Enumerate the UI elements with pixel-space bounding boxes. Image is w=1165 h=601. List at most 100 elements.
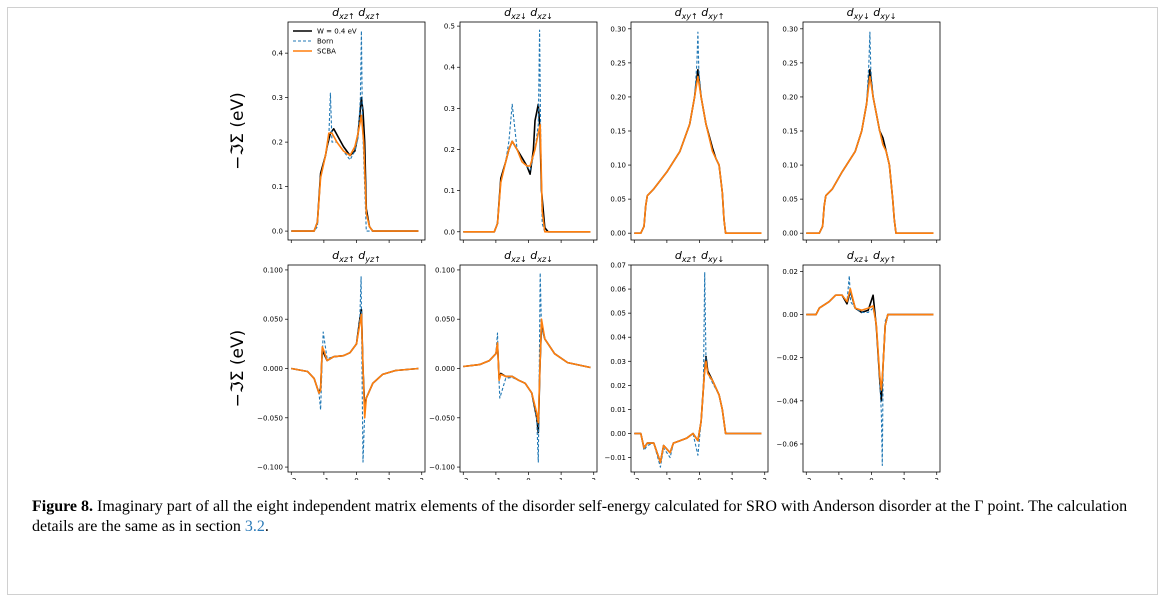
- x-tick-label: 1: [730, 477, 734, 480]
- y-tick-label: 0.04: [610, 334, 626, 342]
- y-tick-label: 0.03: [610, 358, 626, 366]
- x-tick-label: 2: [592, 477, 596, 480]
- panel-title: dxy↑ dxy↑: [675, 6, 725, 21]
- x-tick-label: 2: [763, 477, 767, 480]
- y-tick-label: 0.02: [610, 382, 626, 390]
- series-group: [634, 271, 762, 468]
- y-tick-label: −0.050: [257, 414, 283, 422]
- panel-2: 0.0 0.1 0.2 0.3 0.4 0.5 dxz↓ dxz↓: [444, 6, 598, 243]
- y-tick-label: 0.15: [610, 128, 626, 136]
- series-line: [463, 318, 591, 424]
- y-tick-label: −0.100: [429, 464, 455, 472]
- panel-6: −0.100 −0.050 0.000 0.050 0.100 −2 −1 0 1 2 dxz↓ d…: [429, 249, 598, 480]
- series-line: [291, 114, 419, 232]
- x-tick-label: 1: [902, 477, 906, 480]
- y-tick-label: −0.04: [777, 397, 799, 405]
- y-tick-label: 0.06: [610, 286, 626, 294]
- x-tick-label: −2: [801, 477, 811, 480]
- panel-7: −0.01 0.00 0.01 0.02 0.03 0.04 0.05 0.06 0.07 −2 −…: [605, 249, 769, 480]
- x-tick-label: −1: [834, 477, 844, 480]
- panel-4: 0.00 0.05 0.10 0.15 0.20 0.25 0.30 dxy↓ dxy↓: [782, 6, 941, 243]
- series-group: [806, 31, 934, 234]
- y-tick-label: 0.050: [435, 316, 455, 324]
- y-tick-label: 0.0: [444, 228, 455, 236]
- series-line: [806, 68, 934, 234]
- y-tick-label: 0.3: [444, 105, 455, 113]
- legend-entry: W = 0.4 eV: [317, 28, 357, 36]
- y-tick-label: 0.4: [444, 64, 456, 72]
- y-tick-label: 0.100: [263, 266, 283, 274]
- y-tick-label: −0.100: [257, 464, 283, 472]
- y-tick-label: 0.00: [610, 230, 626, 238]
- y-tick-label: 0.2: [444, 146, 455, 154]
- y-tick-label: −0.050: [429, 414, 455, 422]
- y-tick-label: −0.06: [777, 440, 799, 448]
- y-tick-label: 0.1: [444, 187, 455, 195]
- series-line: [291, 96, 419, 232]
- series-line: [634, 360, 762, 464]
- series-group: [291, 276, 419, 463]
- y-tick-label: 0.00: [782, 230, 798, 238]
- y-tick-label: 0.1: [272, 183, 283, 191]
- y-axis-label: −ℑΣ (eV): [228, 330, 248, 408]
- y-tick-label: 0.100: [435, 266, 455, 274]
- panel-title: dxz↑ dxz↑: [332, 6, 381, 21]
- y-tick-label: 0.25: [610, 59, 626, 67]
- x-tick-label: 2: [420, 477, 424, 480]
- y-tick-label: 0.10: [610, 162, 626, 170]
- y-tick-label: 0.000: [435, 365, 455, 373]
- y-tick-label: 0.00: [782, 311, 798, 319]
- figure-label: Figure 8.: [32, 498, 94, 515]
- x-tick-label: 0: [869, 477, 873, 480]
- x-tick-label: −2: [286, 477, 296, 480]
- figure-caption: Figure 8. Imaginary part of all the eigh…: [32, 497, 1132, 537]
- series-line: [806, 287, 934, 391]
- x-tick-label: −1: [491, 477, 501, 480]
- series-group: [634, 31, 762, 234]
- plot-frame: [287, 21, 426, 241]
- series-line: [463, 124, 591, 233]
- series-line: [291, 308, 419, 409]
- plot-frame: [802, 264, 941, 473]
- y-tick-label: 0.00: [610, 430, 626, 438]
- y-tick-label: 0.07: [610, 262, 626, 270]
- y-tick-label: 0.5: [444, 23, 455, 31]
- series-group: [806, 275, 934, 467]
- series-line: [806, 75, 934, 234]
- y-tick-label: −0.01: [605, 454, 626, 462]
- panel-title: dxz↓ dxy↑: [847, 249, 896, 264]
- y-tick-label: 0.4: [272, 50, 284, 58]
- y-tick-label: 0.25: [782, 59, 798, 67]
- x-tick-label: 0: [697, 477, 701, 480]
- series-line: [291, 30, 419, 232]
- series-group: [463, 29, 591, 233]
- series-line: [463, 29, 591, 233]
- y-tick-label: 0.2: [272, 139, 283, 147]
- caption-end: .: [264, 518, 269, 535]
- panel-title: dxz↓ dxz↓: [504, 6, 553, 21]
- series-group: [291, 30, 419, 232]
- plot-frame: [459, 264, 598, 473]
- y-tick-label: −0.02: [777, 354, 798, 362]
- series-line: [634, 68, 762, 234]
- section-link[interactable]: 3.2: [244, 518, 265, 535]
- series-line: [634, 355, 762, 464]
- y-tick-label: 0.30: [610, 25, 626, 33]
- y-tick-label: 0.20: [610, 93, 626, 101]
- series-line: [634, 31, 762, 234]
- y-tick-label: 0.15: [782, 128, 798, 136]
- panel-3: 0.00 0.05 0.10 0.15 0.20 0.25 0.30 dxy↑ dxy↑: [610, 6, 769, 243]
- caption-text: Imaginary part of all the eight independ…: [32, 498, 1128, 535]
- y-tick-label: 0.05: [610, 196, 626, 204]
- y-tick-label: 0.05: [610, 310, 626, 318]
- series-line: [463, 323, 591, 434]
- y-tick-label: 0.05: [782, 196, 798, 204]
- panel-5: −0.100 −0.050 0.000 0.050 0.100 −2 −1 0 1 2 dxz↑ d…: [228, 249, 426, 480]
- x-tick-label: 1: [387, 477, 391, 480]
- y-tick-label: 0.01: [610, 406, 626, 414]
- y-tick-label: 0.20: [782, 93, 798, 101]
- y-axis-label: −ℑΣ (eV): [228, 92, 248, 170]
- panel-8: −0.06−0.04−0.020.000.02−2−1012dxz↓ dxy↑ω…: [777, 249, 941, 480]
- y-tick-label: 0.02: [782, 268, 798, 276]
- x-tick-label: −2: [458, 477, 468, 480]
